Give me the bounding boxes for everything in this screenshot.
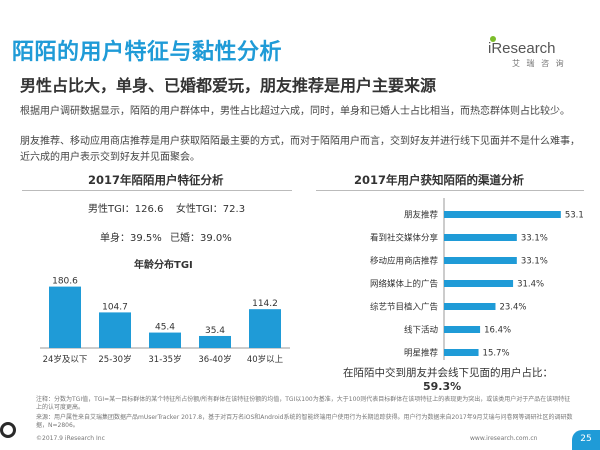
right-panel-divider bbox=[316, 190, 584, 191]
age-category-label: 31-35岁 bbox=[148, 354, 181, 365]
summary-label: 在陌陌中交到朋友并会线下见面的用户占比： bbox=[343, 367, 553, 379]
age-category-label: 40岁以上 bbox=[247, 354, 284, 365]
channel-bar-chart: 53.1% 朋友推荐 33.1% 看到社交媒体分享 33.1% 移动应用商店推荐 31.4%… bbox=[370, 198, 584, 360]
channel-bar bbox=[444, 211, 561, 218]
channel-bar-value: 33.1% bbox=[521, 257, 548, 267]
channel-category-label: 看到社交媒体分享 bbox=[370, 233, 439, 244]
site-url: www.iresearch.com.cn bbox=[470, 435, 538, 442]
age-bar-value: 180.6 bbox=[52, 277, 78, 287]
left-panel-divider bbox=[22, 190, 292, 191]
copyright: ©2017.9 iResearch Inc bbox=[36, 435, 105, 442]
age-bar-value: 35.4 bbox=[205, 326, 225, 336]
channel-category-label: 明星推荐 bbox=[404, 348, 439, 359]
channel-bar-value: 53.1% bbox=[565, 211, 584, 221]
paragraph-1: 根据用户调研数据显示，陌陌的用户群体中，男性占比超过六成，同时，单身和已婚人士占… bbox=[20, 106, 570, 117]
logo-subtext: 艾 瑞 咨 询 bbox=[512, 59, 566, 68]
channel-bar bbox=[444, 326, 481, 333]
channel-bar bbox=[444, 303, 496, 310]
summary-value: 59.3% bbox=[423, 380, 462, 393]
age-bar bbox=[149, 332, 181, 348]
age-category-label: 24岁及以下 bbox=[43, 354, 88, 365]
channel-category-label: 移动应用商店推荐 bbox=[370, 256, 439, 267]
footnote-tgi: 注释：分数为TGI值，TGI=某一目标群体的某个特征所占份额/所有群体在该特征份… bbox=[36, 396, 571, 411]
age-bar-value: 104.7 bbox=[102, 302, 128, 312]
age-bar-value: 114.2 bbox=[252, 299, 278, 309]
channel-bar bbox=[444, 257, 517, 264]
married-share: 已婚：39.0% bbox=[170, 233, 232, 244]
page-number: 25 bbox=[572, 430, 600, 450]
age-bar bbox=[199, 335, 231, 348]
channel-category-label: 朋友推荐 bbox=[404, 210, 439, 221]
paragraph-2: 朋友推荐、移动应用商店推荐是用户获取陌陌最主要的方式，而对于陌陌用户而言，交到好… bbox=[20, 136, 580, 163]
page-subtitle: 男性占比大，单身、已婚都爱玩，朋友推荐是用户主要来源 bbox=[20, 76, 437, 95]
age-bar bbox=[49, 286, 81, 348]
age-category-label: 36-40岁 bbox=[198, 354, 231, 365]
female-tgi: 女性TGI：72.3 bbox=[176, 204, 246, 215]
age-bar bbox=[249, 309, 281, 348]
age-bar bbox=[99, 312, 131, 348]
age-tgi-bar-chart: 180.6 24岁及以下 104.7 25-30岁 45.4 31-35岁 35.4 36-4… bbox=[40, 277, 290, 365]
channel-bar-value: 16.4% bbox=[484, 326, 511, 336]
logo-text: iResearch bbox=[488, 40, 556, 57]
age-bar-value: 45.4 bbox=[155, 323, 175, 333]
channel-bar bbox=[444, 280, 514, 287]
footnote-source: 来源：用户属性来自艾瑞集团数据产品mUserTracker 2017.8，基于对… bbox=[36, 414, 573, 429]
channel-bar bbox=[444, 234, 517, 241]
channel-category-label: 线下活动 bbox=[404, 325, 439, 336]
channel-category-label: 网络媒体上的广告 bbox=[370, 279, 438, 290]
age-category-label: 25-30岁 bbox=[98, 354, 131, 365]
corner-mark-icon bbox=[0, 422, 16, 438]
single-share: 单身：39.5% bbox=[100, 233, 162, 244]
page-title: 陌陌的用户特征与黏性分析 bbox=[12, 40, 283, 65]
male-tgi: 男性TGI：126.6 bbox=[88, 204, 164, 215]
channel-bar bbox=[444, 349, 479, 356]
right-panel-title: 2017年用户获知陌陌的渠道分析 bbox=[354, 173, 525, 187]
channel-bar-value: 23.4% bbox=[499, 303, 526, 313]
channel-bar-value: 15.7% bbox=[483, 349, 510, 359]
age-chart-title: 年龄分布TGI bbox=[134, 260, 193, 271]
left-panel-title: 2017年陌陌用户特征分析 bbox=[88, 173, 224, 187]
channel-bar-value: 31.4% bbox=[517, 280, 544, 290]
channel-category-label: 综艺节目植入广告 bbox=[370, 302, 438, 313]
logo-dot-icon bbox=[490, 36, 496, 42]
channel-bar-value: 33.1% bbox=[521, 234, 548, 244]
